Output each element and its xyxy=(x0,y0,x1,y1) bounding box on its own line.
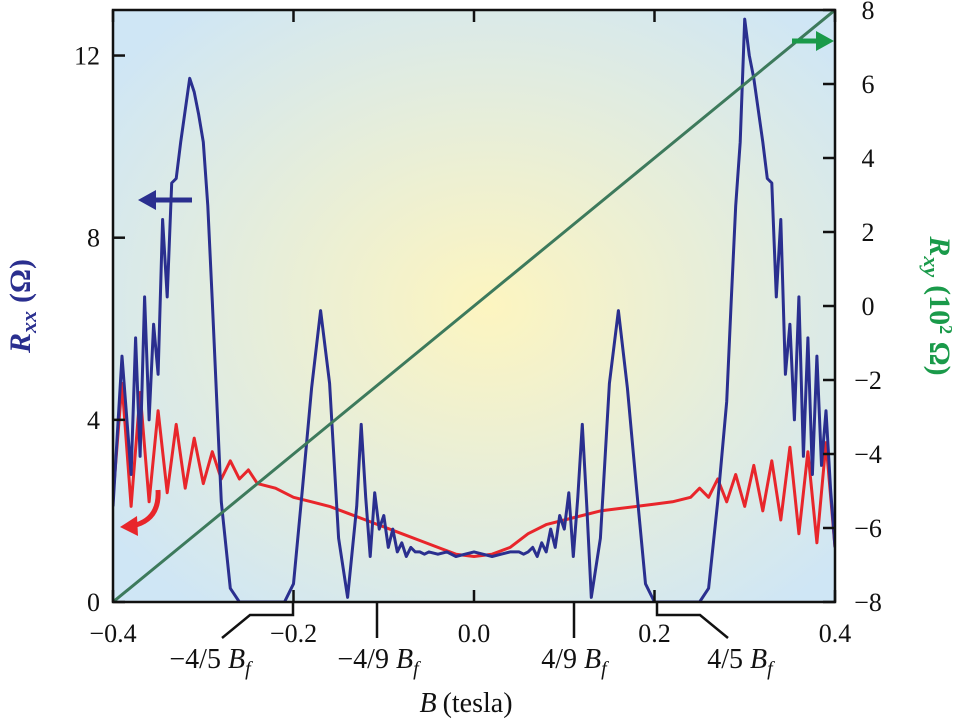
y-right-tick-label: 8 xyxy=(862,0,875,25)
rxy-series-line xyxy=(113,10,835,602)
y-right-tick-label: 0 xyxy=(862,292,875,321)
ylab-left-unit: (Ω) xyxy=(4,259,37,303)
y-right-tick-label: −2 xyxy=(854,366,882,395)
y-right-tick-label: 4 xyxy=(862,144,875,173)
ylab-left-sub: xx xyxy=(16,311,41,334)
rxx-series-line xyxy=(113,17,835,602)
y-left-tick-label: 12 xyxy=(74,42,100,71)
annotation-leader-line xyxy=(655,602,729,639)
annotation-label: 4/5 Bf xyxy=(707,644,775,680)
x-tick-label: 0.2 xyxy=(638,619,671,648)
red-series-line xyxy=(113,381,835,558)
y-right-tick-label: 2 xyxy=(862,218,875,247)
y-left-tick-label: 0 xyxy=(87,588,100,617)
y-right-tick-label: −4 xyxy=(854,440,882,469)
annotation-label: 4/9 Bf xyxy=(541,644,609,680)
x-axis-label: B (tesla) xyxy=(419,688,512,719)
annotation-label: −4/5 Bf xyxy=(169,644,253,680)
x-tick-label: 0.4 xyxy=(819,619,852,648)
ylab-right-var: R xyxy=(923,235,956,256)
xlab-unit: (tesla) xyxy=(443,688,513,719)
x-tick-label: −0.4 xyxy=(89,619,136,648)
y-right-tick-label: −6 xyxy=(854,514,882,543)
ylab-right-sub: xy xyxy=(919,255,944,277)
y-axis-right-label: Rxy (102 Ω) xyxy=(919,235,956,375)
ylab-left-var: R xyxy=(4,333,37,354)
rxx-left-arrow xyxy=(138,190,192,210)
y-right-tick-label: 6 xyxy=(862,70,875,99)
annotation-leader-line xyxy=(221,602,295,639)
ylab-right-unit-end: Ω) xyxy=(923,334,956,376)
x-tick-label: −0.2 xyxy=(270,619,317,648)
annotation-label: −4/9 Bf xyxy=(337,644,421,680)
xlab-var: B xyxy=(419,688,436,719)
rxy-right-arrow xyxy=(792,31,834,51)
y-axis-left-label: Rxx (Ω) xyxy=(4,259,41,354)
y-right-tick-label: −8 xyxy=(854,588,882,617)
y-left-tick-label: 4 xyxy=(87,406,100,435)
red-left-arrow xyxy=(120,489,161,536)
y-left-tick-label: 8 xyxy=(87,224,100,253)
ylab-right-sup: 2 xyxy=(936,325,956,334)
ylab-right-unit: (10 xyxy=(923,285,956,325)
x-tick-label: 0.0 xyxy=(458,619,491,648)
